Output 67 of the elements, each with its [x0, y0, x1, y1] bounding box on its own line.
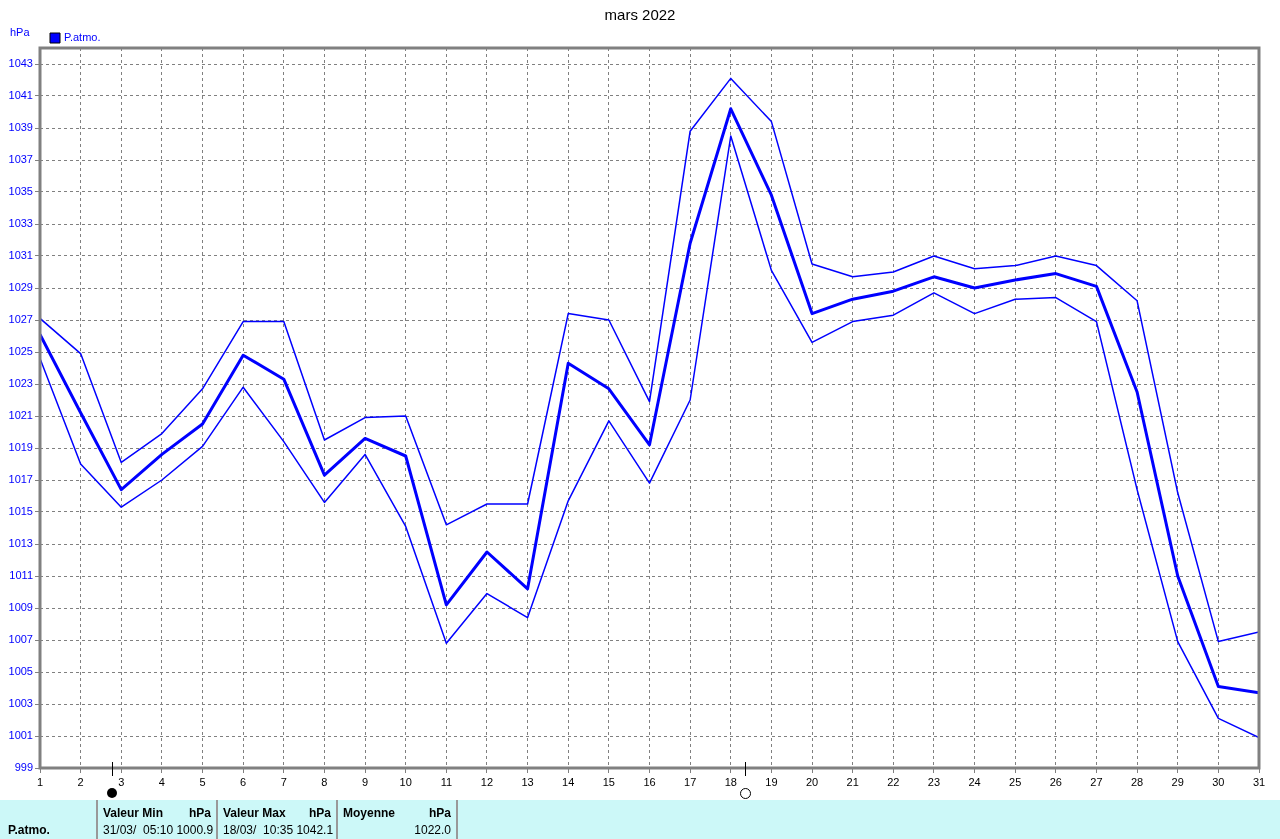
y-tick-label: 1011 — [9, 569, 33, 582]
y-tick-label: 1033 — [8, 217, 33, 230]
text: 31/03/ 05:10 1000.9 — [103, 823, 214, 837]
y-tick-label: 1037 — [8, 153, 33, 166]
text: hPa — [428, 806, 451, 820]
x-tick-label: 24 — [968, 775, 981, 788]
x-tick-label: 21 — [846, 775, 859, 788]
y-tick-label: 1009 — [8, 601, 33, 614]
x-tick-label: 20 — [805, 775, 819, 788]
y-tick-label: 1013 — [8, 537, 33, 550]
text: Moyenne — [343, 806, 396, 820]
text: Valeur Min — [103, 806, 164, 820]
y-tick-label: 1019 — [8, 441, 33, 454]
x-tick-label: 6 — [240, 775, 247, 788]
x-tick-label: 7 — [280, 775, 287, 788]
x-tick-label: 31 — [1252, 775, 1266, 788]
y-tick-label: 1005 — [8, 665, 33, 678]
x-tick-label: 17 — [684, 775, 697, 788]
y-axis-title: hPa — [10, 26, 31, 39]
chart-title: mars 2022 — [604, 6, 676, 24]
x-tick-label: 19 — [765, 775, 778, 788]
y-tick-label: 1029 — [8, 281, 33, 294]
text: Valeur Max — [223, 806, 286, 820]
x-tick-label: 4 — [158, 775, 165, 788]
x-tick-label: 30 — [1212, 775, 1225, 788]
y-tick-label: 1027 — [8, 313, 33, 326]
x-tick-label: 14 — [562, 775, 575, 788]
x-tick-label: 1 — [36, 775, 44, 788]
x-tick-label: 10 — [399, 775, 412, 788]
y-tick-label: 1043 — [8, 57, 33, 70]
x-tick-label: 9 — [362, 775, 369, 788]
x-tick-label: 27 — [1090, 775, 1103, 788]
x-tick-label: 13 — [521, 775, 534, 788]
y-tick-label: 1035 — [8, 185, 33, 198]
text: P.atmo. — [0, 800, 98, 839]
x-tick-label: 23 — [927, 775, 941, 788]
y-tick-label: 1039 — [8, 121, 33, 134]
x-tick-label: 2 — [77, 775, 84, 788]
text: 1022.0 — [413, 823, 451, 837]
x-tick-label: 16 — [643, 775, 656, 788]
text: hPa — [308, 806, 331, 820]
x-tick-label: 8 — [321, 775, 328, 788]
x-tick-label: 26 — [1049, 775, 1062, 788]
y-tick-label: 1021 — [8, 409, 33, 422]
y-tick-label: 1003 — [8, 697, 33, 710]
y-tick-label: 1041 — [8, 89, 33, 102]
text: hPa — [188, 806, 211, 820]
y-tick-label: 1001 — [8, 729, 33, 742]
x-tick-label: 18 — [724, 775, 737, 788]
x-tick-label: 5 — [199, 775, 206, 788]
y-tick-label: 999 — [14, 761, 33, 774]
x-tick-label: 3 — [118, 775, 125, 788]
y-tick-label: 1031 — [8, 249, 33, 262]
y-tick-label: 1023 — [8, 377, 33, 390]
x-tick-label: 15 — [602, 775, 615, 788]
y-tick-label: 1007 — [8, 633, 33, 646]
x-tick-label: 29 — [1171, 775, 1184, 788]
y-tick-label: 1015 — [8, 505, 33, 518]
y-tick-label: 1025 — [8, 345, 33, 358]
x-tick-label: 25 — [1009, 775, 1022, 788]
x-tick-label: 11 — [440, 775, 453, 788]
legend-label: P.atmo. — [64, 31, 101, 44]
y-tick-label: 1017 — [8, 473, 33, 486]
text: 18/03/ 10:35 1042.1 — [223, 823, 334, 837]
x-tick-label: 12 — [480, 775, 494, 788]
x-tick-label: 28 — [1130, 775, 1144, 788]
x-tick-label: 22 — [887, 775, 900, 788]
